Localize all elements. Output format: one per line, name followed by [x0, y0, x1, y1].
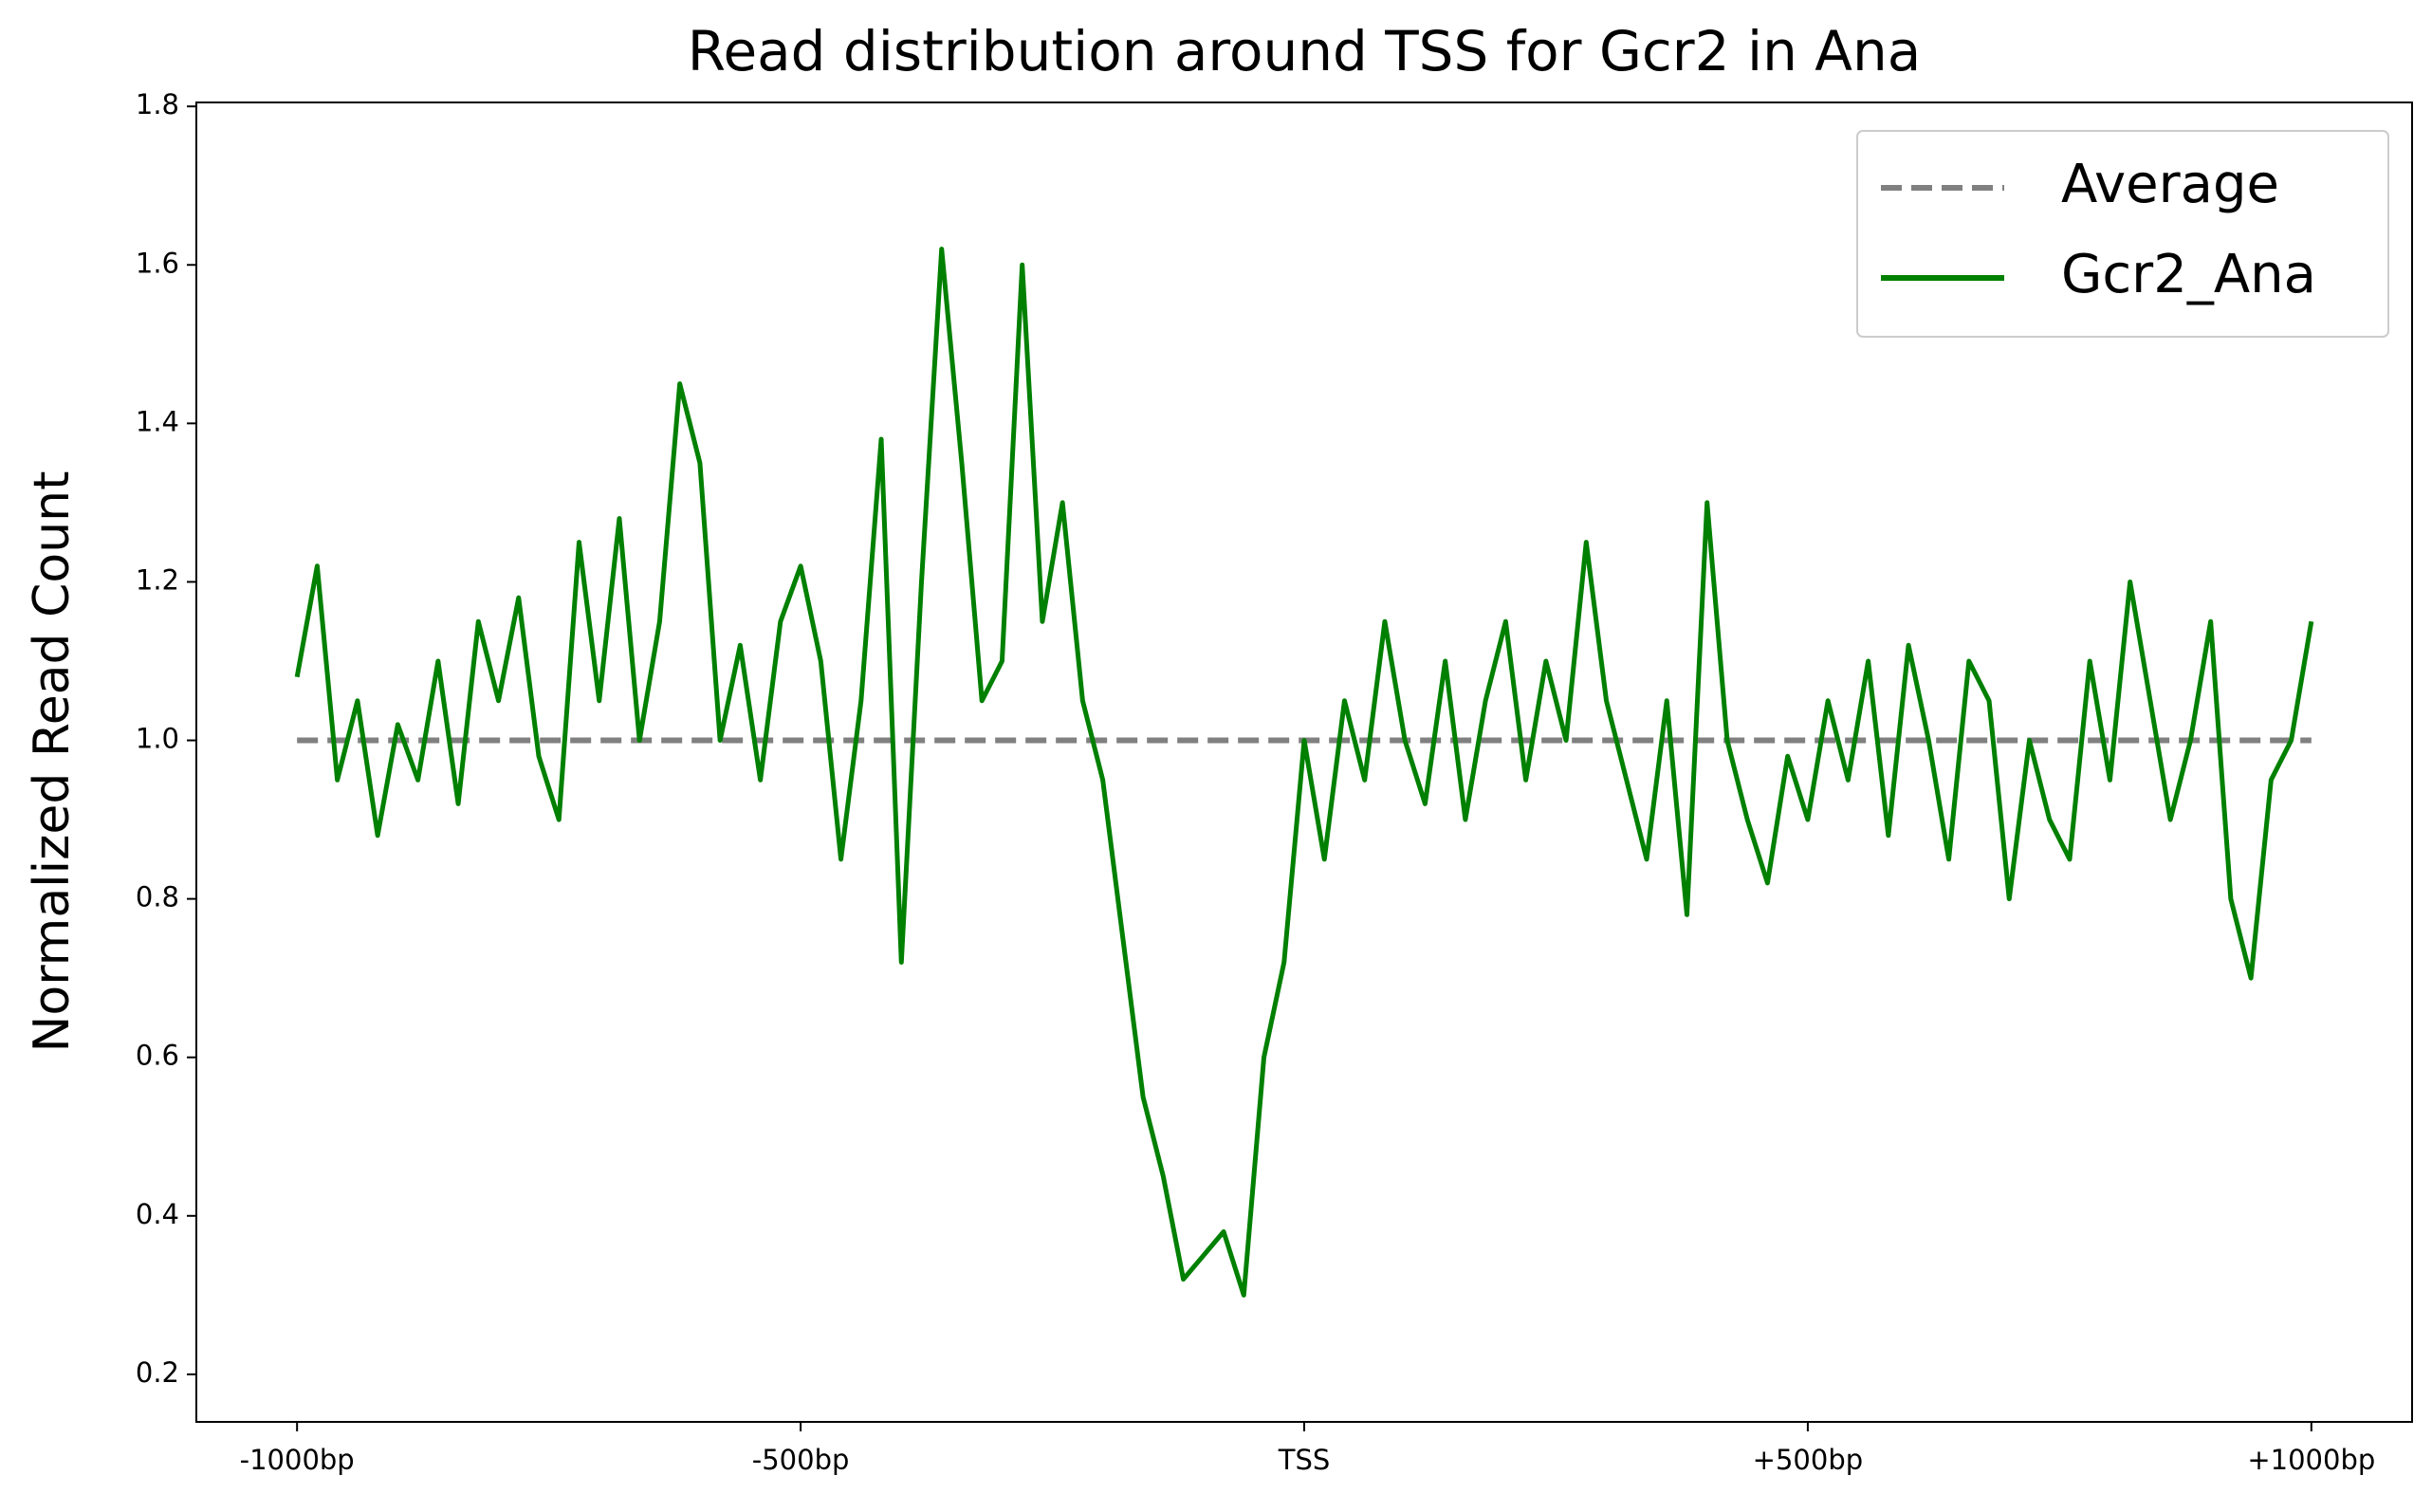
y-axis-label: Normalized Read Count [24, 470, 81, 1052]
y-tick-label: 0.6 [136, 1040, 179, 1072]
x-tick-label: +1000bp [2247, 1444, 2375, 1476]
x-tick-label: TSS [1278, 1444, 1331, 1476]
x-tick-label: -1000bp [240, 1444, 355, 1476]
chart-title: Read distribution around TSS for Gcr2 in… [688, 19, 1922, 83]
y-tick-label: 1.8 [136, 88, 179, 120]
y-tick-label: 1.0 [136, 723, 179, 755]
y-tick-label: 1.4 [136, 405, 179, 437]
legend-box [1856, 130, 2389, 338]
y-tick-label: 1.6 [136, 247, 179, 279]
x-tick-label: +500bp [1753, 1444, 1863, 1476]
plot-frame [195, 101, 2413, 1423]
y-tick-label: 0.2 [136, 1356, 179, 1389]
legend-label: Gcr2_Ana [2061, 244, 2316, 305]
y-tick-label: 1.2 [136, 563, 179, 596]
legend-label: Average [2061, 154, 2279, 215]
y-tick-label: 0.8 [136, 881, 179, 913]
x-tick-label: -500bp [752, 1444, 850, 1476]
y-tick-label: 0.4 [136, 1198, 179, 1230]
series-line [294, 247, 2314, 1298]
